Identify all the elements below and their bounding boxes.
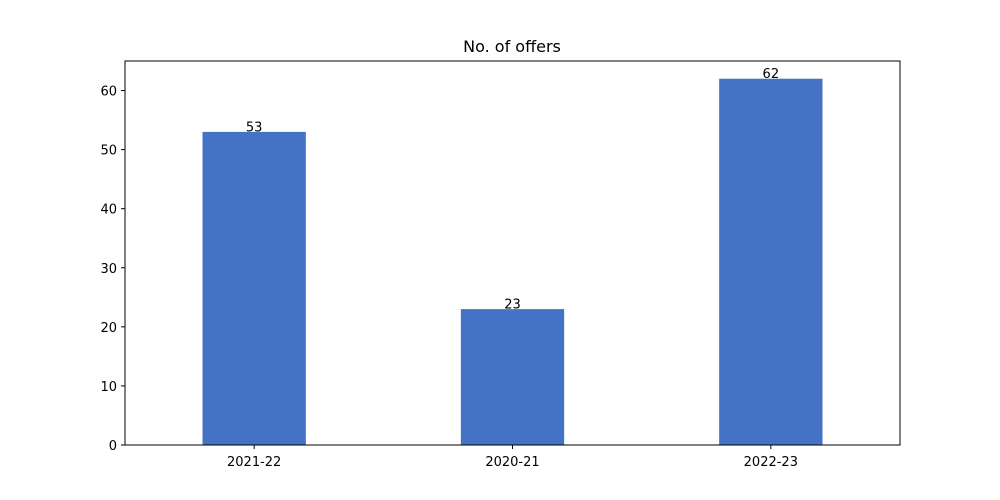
bar-2022-23 xyxy=(719,78,823,445)
y-tick-label: 50 xyxy=(100,144,117,159)
data-label-2020-21: 23 xyxy=(504,298,521,313)
y-axis: 0 10 20 30 40 50 60 xyxy=(100,85,125,454)
y-tick-label: 20 xyxy=(100,321,117,336)
bars-group xyxy=(202,78,823,445)
bar-2021-22 xyxy=(202,131,306,445)
x-tick-label: 2021-22 xyxy=(227,455,281,470)
x-tick-label: 2022-23 xyxy=(744,455,798,470)
plot-frame xyxy=(124,60,901,446)
y-tick-label: 40 xyxy=(100,203,117,218)
x-axis: 2021-22 2020-21 2022-23 xyxy=(227,445,798,470)
data-label-2021-22: 53 xyxy=(246,120,263,135)
y-tick-label: 60 xyxy=(100,85,117,100)
data-labels-group: 53 23 62 xyxy=(246,67,779,312)
data-label-2022-23: 62 xyxy=(763,67,780,82)
y-tick-label: 30 xyxy=(100,262,117,277)
bar-2020-21 xyxy=(460,309,565,445)
x-tick-label: 2020-21 xyxy=(485,455,539,470)
chart-title: No. of offers xyxy=(463,37,561,56)
y-tick-label: 0 xyxy=(109,439,117,454)
y-tick-label: 10 xyxy=(100,380,117,395)
